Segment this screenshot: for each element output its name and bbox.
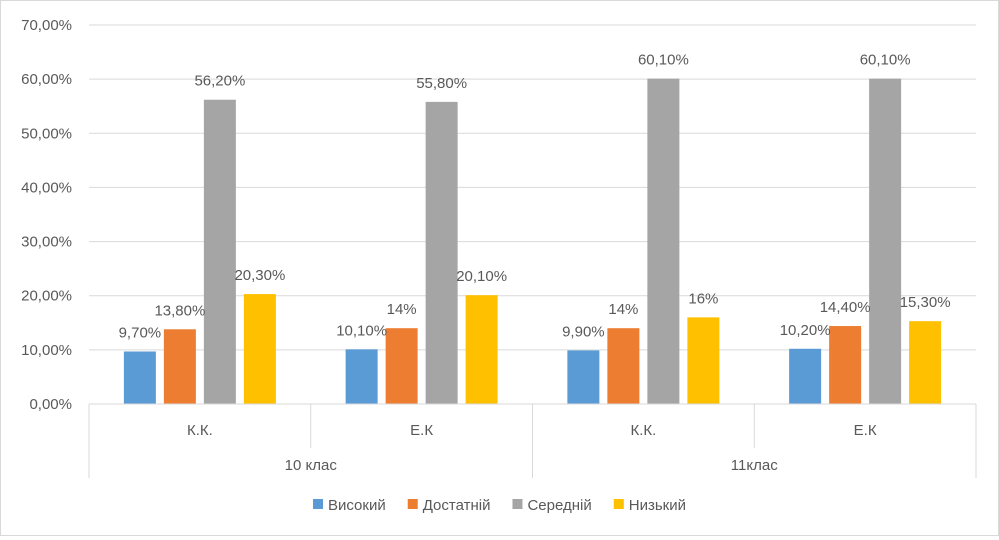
data-labels: 9,70%13,80%56,20%20,30%10,10%14%55,80%20… (119, 52, 951, 342)
y-tick-label: 0,00% (29, 396, 72, 413)
data-label: 14% (387, 301, 417, 318)
legend-swatch (613, 499, 624, 509)
data-label: 55,80% (416, 75, 467, 92)
bar-Достатній (163, 329, 196, 404)
legend-label: Достатній (423, 497, 491, 514)
legend-swatch (313, 499, 324, 509)
legend-swatch (512, 499, 523, 509)
bar-Низький (687, 317, 720, 404)
bar-Високий (567, 350, 600, 404)
bar-Низький (465, 295, 498, 404)
legend-swatch (407, 499, 418, 509)
y-tick-label: 20,00% (21, 288, 72, 305)
data-label: 9,70% (119, 324, 162, 341)
legend-label: Високий (328, 497, 386, 514)
bar-Середній (869, 78, 902, 404)
bar-Високий (123, 351, 156, 404)
y-tick-label: 60,00% (21, 71, 72, 88)
data-label: 16% (688, 290, 718, 307)
data-label: 13,80% (154, 302, 205, 319)
x-axis: К.К. Е.К К.К. Е.К 10 клас 11клас (88, 403, 977, 478)
bar-Низький (243, 294, 276, 404)
data-label: 10,20% (780, 322, 831, 339)
bars (123, 78, 942, 405)
y-tick-label: 30,00% (21, 234, 72, 251)
gridlines (89, 24, 976, 405)
group-label: 11клас (731, 457, 778, 474)
category-label: Е.К (410, 422, 433, 439)
y-tick-label: 70,00% (21, 17, 72, 34)
bar-Високий (789, 348, 822, 404)
y-tick-label: 10,00% (21, 342, 72, 359)
bar-Середній (203, 99, 236, 405)
legend-label: Низький (629, 497, 686, 514)
category-label: Е.К (854, 422, 877, 439)
bar-Достатній (829, 326, 862, 404)
data-label: 20,30% (234, 267, 285, 284)
y-axis: 0,00% 10,00% 20,00% 30,00% 40,00% 50,00% 60,00… (21, 17, 72, 413)
bar-Високий (345, 349, 378, 404)
bar-Середній (647, 78, 680, 404)
category-label: К.К. (187, 422, 213, 439)
y-tick-label: 50,00% (21, 125, 72, 142)
bar-Достатній (385, 328, 418, 404)
data-label: 20,10% (456, 268, 507, 285)
legend: Високий Достатній Середній Низький (313, 497, 686, 514)
y-tick-label: 40,00% (21, 179, 72, 196)
data-label: 60,10% (638, 52, 689, 69)
bar-Достатній (607, 328, 640, 404)
legend-label: Середній (527, 497, 591, 514)
data-label: 14% (608, 301, 638, 318)
category-label: К.К. (630, 422, 656, 439)
data-label: 14,40% (820, 299, 871, 316)
bar-Низький (909, 321, 942, 404)
group-label: 10 клас (285, 457, 338, 474)
data-label: 10,10% (336, 322, 387, 339)
data-label: 60,10% (860, 52, 911, 69)
bar-Середній (425, 101, 458, 404)
data-label: 9,90% (562, 323, 605, 340)
data-label: 56,20% (194, 73, 245, 90)
data-label: 15,30% (900, 294, 951, 311)
